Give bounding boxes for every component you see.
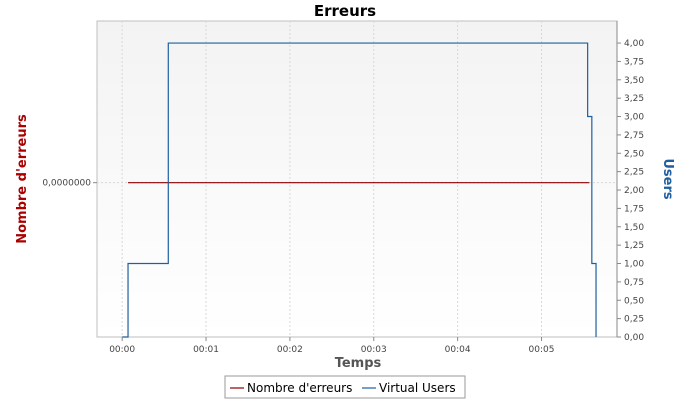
y-right-tick-label: 3,75 <box>624 57 644 67</box>
chart-title: Erreurs <box>314 2 376 20</box>
y-right-tick-label: 1,75 <box>624 204 644 214</box>
series-line-virtual-users <box>122 42 597 338</box>
x-axis-label: Temps <box>335 356 382 371</box>
y-right-tick-label: 1,50 <box>624 223 644 233</box>
legend-box <box>224 375 466 399</box>
y-right-tick-label: 0,25 <box>624 315 644 325</box>
y-right-tick-label: 0,00 <box>624 333 644 343</box>
x-tick-label: 00:00 <box>109 345 135 355</box>
y-right-tick-label: 3,50 <box>624 76 644 86</box>
x-tick-label: 00:02 <box>277 345 303 355</box>
y-axis-left-label: Nombre d'erreurs <box>15 114 30 244</box>
x-tick-label: 00:01 <box>193 345 219 355</box>
y-right-tick-label: 2,75 <box>624 131 644 141</box>
series-layer <box>122 42 597 338</box>
legend-label-errors: Nombre d'erreurs <box>247 381 352 395</box>
axes: 00:00 00:01 00:02 00:03 00:04 00:05 0,00 0,25 0,… <box>42 21 644 355</box>
x-tick-label: 00:05 <box>529 345 555 355</box>
y-right-tick-label: 0,75 <box>624 278 644 288</box>
y-right-tick-label: 3,00 <box>624 113 644 123</box>
legend-label-virtual-users: Virtual Users <box>379 381 456 395</box>
y-right-tick-label: 2,50 <box>624 149 644 159</box>
plot-area <box>96 20 618 338</box>
y-axis-right-label: Users <box>660 158 675 200</box>
y-right-tick-label: 4,00 <box>624 39 644 49</box>
y-right-tick-label: 1,25 <box>624 241 644 251</box>
x-tick-label: 00:03 <box>361 345 387 355</box>
y-right-tick-label: 2,25 <box>624 168 644 178</box>
y-right-tick-label: 3,25 <box>624 94 644 104</box>
y-left-tick-label: 0,0000000 <box>42 179 91 189</box>
y-right-tick-label: 2,00 <box>624 186 644 196</box>
x-tick-label: 00:04 <box>445 345 471 355</box>
y-right-tick-label: 1,00 <box>624 260 644 270</box>
legend: Nombre d'erreurs Virtual Users <box>224 375 466 399</box>
y-right-tick-label: 0,50 <box>624 296 644 306</box>
